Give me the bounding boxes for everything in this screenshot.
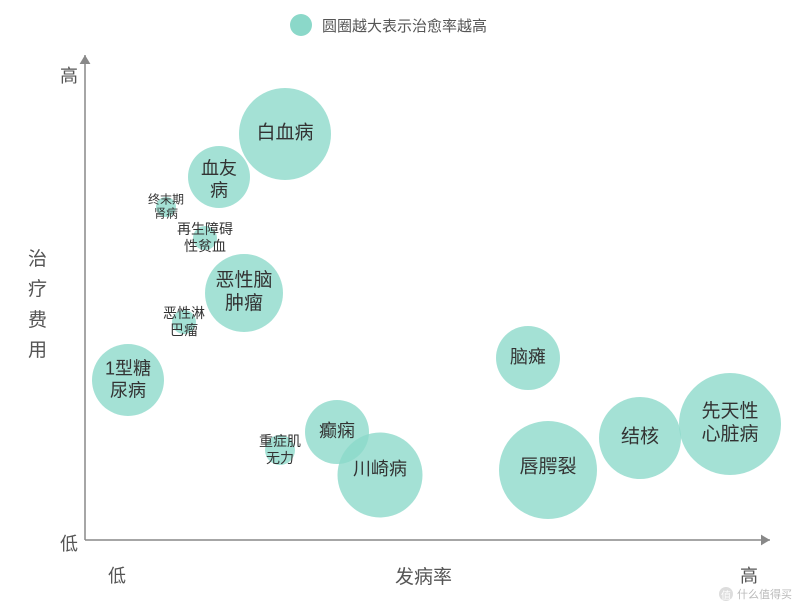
watermark-text: 什么值得买 <box>737 586 792 602</box>
watermark: 值 什么值得买 <box>719 586 792 602</box>
x-axis-low-label: 低 <box>108 562 126 588</box>
axes <box>0 0 800 608</box>
watermark-icon: 值 <box>719 587 733 601</box>
bubble-hemophilia <box>188 146 250 208</box>
bubble-tb <box>599 397 681 479</box>
y-axis-low-label: 低 <box>60 530 78 556</box>
bubble-aplastic <box>193 226 217 250</box>
bubble-lymphoma <box>172 310 196 334</box>
bubble-myasthenia <box>265 435 295 465</box>
y-axis-high-label: 高 <box>60 62 78 88</box>
y-axis-title: 治疗费用 <box>28 245 47 367</box>
bubble-chd <box>679 373 781 475</box>
bubble-kawasaki <box>338 433 423 518</box>
bubble-braintumor <box>205 254 283 332</box>
x-axis-high-label: 高 <box>740 562 758 588</box>
x-axis-title: 发病率 <box>395 562 452 589</box>
bubble-cerebralpalsy <box>496 326 560 390</box>
bubble-cleft <box>499 421 597 519</box>
bubble-chart: 圆圈越大表示治愈率越高 高 低 低 高 发病率 治疗费用 白血病血友 病终末期 … <box>0 0 800 608</box>
bubble-leukemia <box>239 88 331 180</box>
bubble-diabetes1 <box>92 344 164 416</box>
bubble-esrd <box>156 197 176 217</box>
